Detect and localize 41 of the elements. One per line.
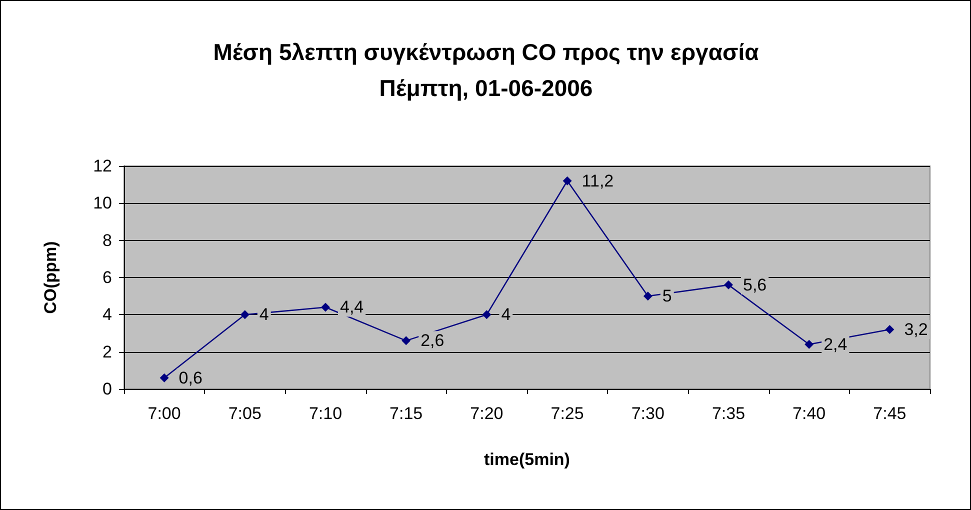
point — [562, 176, 572, 186]
y-tick-label: 0 — [102, 380, 112, 398]
x-tick-label: 7:20 — [470, 404, 504, 423]
y-tick-label: 12 — [93, 156, 112, 176]
data-label: 5,6 — [743, 275, 767, 294]
data-label: 4 — [259, 305, 269, 324]
data-label: 4 — [501, 305, 511, 324]
y-axis-title: CO(ppm) — [41, 241, 60, 314]
point — [643, 292, 652, 301]
x-tick-label: 7:05 — [228, 404, 262, 423]
point — [402, 336, 411, 346]
x-tick-label: 7:30 — [631, 404, 664, 423]
point — [885, 325, 894, 334]
data-label: 4,4 — [340, 298, 364, 317]
y-tick-label: 4 — [102, 305, 112, 324]
y-tick-label: 8 — [102, 230, 112, 250]
x-tick-label: 7:25 — [550, 404, 584, 423]
point — [804, 340, 814, 349]
x-tick-label: 7:15 — [390, 404, 423, 423]
data-label: 2,6 — [420, 331, 444, 350]
y-tick-label: 10 — [93, 194, 112, 213]
data-label: 5 — [662, 286, 672, 306]
data-label: 11,2 — [582, 171, 614, 190]
x-tick-label: 7:35 — [712, 404, 746, 423]
point — [240, 310, 250, 320]
point — [160, 373, 169, 382]
data-label: 2,4 — [824, 334, 848, 354]
y-tick-label: 2 — [102, 342, 112, 362]
chart-subtitle: Πέμπτη, 01-06-2006 — [379, 75, 593, 101]
x-axis-title: time(5min) — [484, 450, 570, 469]
point — [724, 280, 733, 290]
y-tick-label: 6 — [102, 268, 112, 287]
point — [321, 302, 330, 312]
x-tick-label: 7:45 — [873, 404, 906, 423]
x-tick-label: 7:00 — [148, 404, 181, 423]
data-label: 0,6 — [178, 368, 202, 388]
x-tick-label: 7:10 — [308, 404, 342, 423]
data-label: 3,2 — [904, 320, 928, 340]
point — [482, 310, 492, 320]
x-tick-label: 7:40 — [792, 404, 826, 423]
chart-title: Μέση 5λεπτη συγκέντρωση CO προς την εργασία — [213, 39, 759, 65]
